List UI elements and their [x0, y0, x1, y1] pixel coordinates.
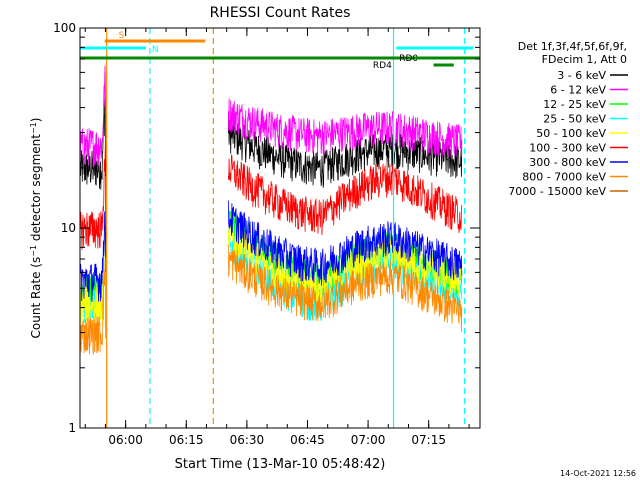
- state-flags: S N RD4 RD0: [80, 31, 480, 71]
- x-tick-label-5: 07:15: [411, 433, 446, 447]
- legend: Det 1f,3f,4f,5f,6f,9f,FDecim 1, Att 0 3 -…: [508, 40, 628, 198]
- legend-header-0: Det 1f,3f,4f,5f,6f,9f,: [518, 40, 627, 53]
- plot-area: [80, 28, 466, 428]
- legend-label-4: 50 - 100 keV: [536, 127, 606, 140]
- series-line-5: [80, 144, 463, 251]
- y-tick-label-1: 10: [61, 221, 76, 235]
- flag-label-3: RD4: [373, 61, 392, 71]
- series-line-0: [80, 98, 463, 190]
- y-tick-label-0: 1: [68, 421, 76, 435]
- flag-label-0: S: [119, 31, 125, 41]
- legend-label-6: 300 - 800 keV: [529, 156, 606, 169]
- y-axis-label: Count Rate (s−1 detector segment−1): [29, 118, 44, 339]
- x-tick-label-2: 06:30: [230, 433, 265, 447]
- legend-label-5: 100 - 300 keV: [529, 142, 606, 155]
- legend-header-1: FDecim 1, Att 0: [542, 53, 627, 66]
- x-tick-label-4: 07:00: [351, 433, 386, 447]
- axes: 1 10 100 06:00 06:15 06:30 06:45 07:00 07:15: [53, 21, 481, 447]
- x-tick-label-3: 06:45: [290, 433, 325, 447]
- flag-label-4: RD0: [399, 54, 418, 64]
- legend-label-8: 7000 - 15000 keV: [508, 185, 606, 198]
- series-line-7: [80, 244, 463, 355]
- legend-label-1: 6 - 12 keV: [550, 84, 606, 97]
- series-line-6: [80, 200, 463, 302]
- x-tick-label-1: 06:15: [169, 433, 204, 447]
- y-tick-label-2: 100: [53, 21, 76, 35]
- legend-label-3: 25 - 50 keV: [543, 113, 606, 126]
- x-tick-label-0: 06:00: [108, 433, 143, 447]
- plot-frame: [79, 27, 481, 429]
- footer-date: 14-Oct-2021 12:56: [560, 469, 636, 478]
- flag-label-1: N: [152, 45, 159, 55]
- legend-label-2: 12 - 25 keV: [543, 98, 606, 111]
- legend-label-0: 3 - 6 keV: [557, 69, 606, 82]
- x-axis-label: Start Time (13-Mar-10 05:48:42): [175, 457, 386, 472]
- chart-title: RHESSI Count Rates: [210, 5, 351, 21]
- series-line-1: [80, 65, 463, 168]
- legend-label-7: 800 - 7000 keV: [522, 171, 606, 184]
